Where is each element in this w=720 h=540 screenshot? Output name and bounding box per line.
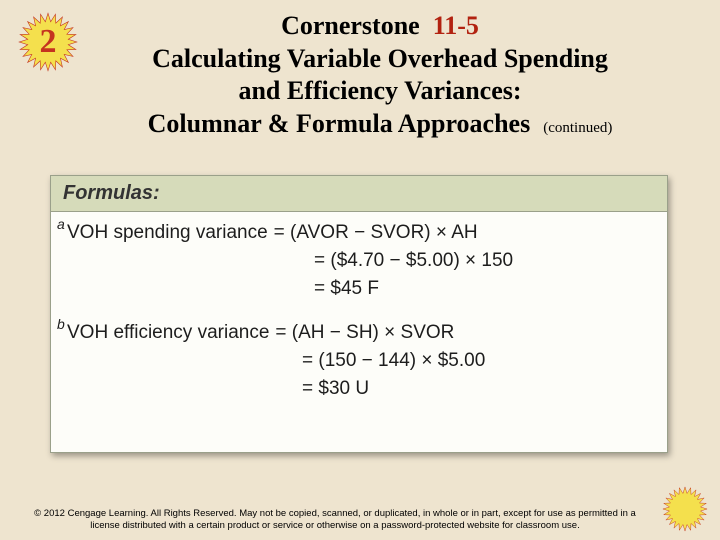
starburst-number: 2 <box>40 23 57 61</box>
starburst-badge-bottom <box>662 486 708 532</box>
formula-b-r2: = (150 − 144) × $5.00 <box>67 350 651 372</box>
formula-card-header: Formulas: <box>51 176 667 212</box>
formula-b-sup: b <box>57 316 65 332</box>
formula-b-r3: = $30 U <box>67 378 651 400</box>
starburst-icon <box>662 486 708 532</box>
formula-a-sup: a <box>57 216 65 232</box>
formula-a-lhs-text: VOH spending variance <box>67 222 268 243</box>
formula-a-r1: = (AVOR − SVOR) × AH <box>268 222 478 244</box>
title-line-3: and Efficiency Variances: <box>64 75 696 108</box>
starburst-badge-top: 2 <box>18 12 78 72</box>
title-line-2: Calculating Variable Overhead Spending <box>64 43 696 76</box>
formula-b-r1: = (AH − SH) × SVOR <box>269 322 454 344</box>
cornerstone-number: 11-5 <box>433 11 479 40</box>
formula-card: Formulas: a VOH spending variance = (AVO… <box>50 175 668 453</box>
title-line-4-main: Columnar & Formula Approaches <box>148 109 531 138</box>
formula-b: b VOH efficiency variance = (AH − SH) × … <box>67 322 651 400</box>
formula-b-lhs: b VOH efficiency variance <box>67 322 269 344</box>
slide-title: Cornerstone 11-5 Calculating Variable Ov… <box>64 10 696 140</box>
slide: 2 Cornerstone 11-5 Calculating Variable … <box>0 0 720 540</box>
continued-label: (continued) <box>543 120 612 136</box>
formula-a-r3: = $45 F <box>67 278 651 300</box>
formula-a-lhs: a VOH spending variance <box>67 222 268 244</box>
formula-b-lhs-text: VOH efficiency variance <box>67 322 269 343</box>
formula-a: a VOH spending variance = (AVOR − SVOR) … <box>67 222 651 300</box>
copyright-text: © 2012 Cengage Learning. All Rights Rese… <box>30 508 640 532</box>
title-line-4: Columnar & Formula Approaches (continued… <box>64 108 696 141</box>
formula-a-r2: = ($4.70 − $5.00) × 150 <box>67 250 651 272</box>
title-line-1: Cornerstone 11-5 <box>64 10 696 43</box>
cornerstone-label: Cornerstone <box>281 11 420 40</box>
formula-card-body: a VOH spending variance = (AVOR − SVOR) … <box>51 212 667 452</box>
